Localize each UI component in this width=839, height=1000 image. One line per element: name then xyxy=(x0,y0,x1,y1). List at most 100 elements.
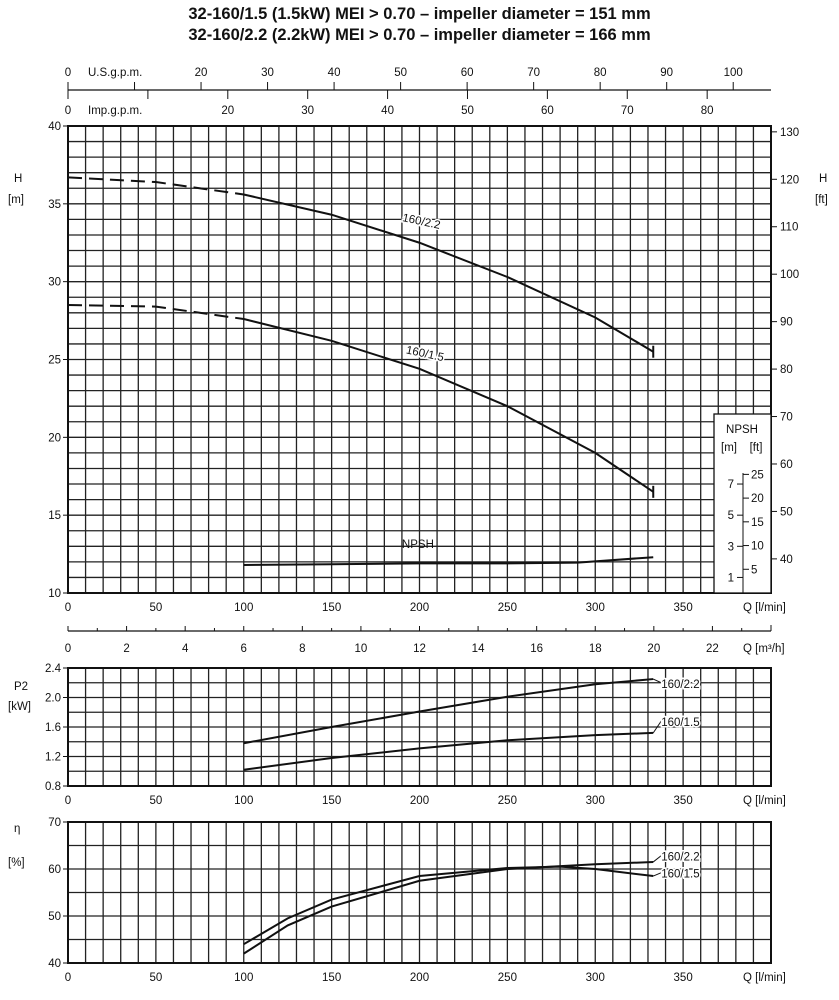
y-axis-unit: [kW] xyxy=(8,701,31,713)
plot-frame xyxy=(67,821,772,964)
y-tick-label: 20 xyxy=(48,432,61,444)
x-axis-label: Q [l/min] xyxy=(743,795,786,807)
x-tick-label: 350 xyxy=(674,972,693,984)
y2-tick-label: 130 xyxy=(780,127,799,139)
y-tick-label: 40 xyxy=(48,121,61,133)
y-tick-label: 60 xyxy=(48,864,61,876)
x-tick-label: 100 xyxy=(234,795,253,807)
m3h-tick-label: 18 xyxy=(589,643,602,655)
y-axis-label: H xyxy=(14,173,22,185)
imp-gpm-label: Imp.g.p.m. xyxy=(88,105,142,117)
x-tick-label: 250 xyxy=(498,602,517,614)
npsh-ft-tick-label: 10 xyxy=(751,541,764,553)
y2-tick-label: 50 xyxy=(780,506,793,518)
series-label-leader xyxy=(652,855,662,863)
chart-titles: 32-160/1.5 (1.5kW) MEI > 0.70 – impeller… xyxy=(0,4,839,46)
y-axis-label: η xyxy=(14,823,20,835)
y-tick-label: 2.4 xyxy=(45,663,62,675)
x-tick-label: 350 xyxy=(674,602,693,614)
curve-160-1-5 xyxy=(243,865,654,946)
m3h-tick-label: 8 xyxy=(299,643,305,655)
npsh-m-tick-label: 5 xyxy=(728,510,734,522)
npsh-ft-tick-label: 25 xyxy=(751,469,764,481)
us-gpm-tick-label: 100 xyxy=(724,67,743,79)
curve-160-1-5-dashed xyxy=(67,304,244,321)
npsh-m-tick-label: 1 xyxy=(728,572,734,584)
y-tick-label: 15 xyxy=(48,510,61,522)
y2-tick-label: 80 xyxy=(780,364,793,376)
series-label: 160/1.5 xyxy=(661,869,699,881)
m3h-tick-label: 14 xyxy=(472,643,485,655)
npsh-ft-tick-label: 5 xyxy=(751,564,757,576)
us-gpm-tick-label: 50 xyxy=(394,67,407,79)
x-tick-label: 250 xyxy=(498,972,517,984)
series-label: 160/2.2 xyxy=(661,852,699,864)
y2-tick-label: 40 xyxy=(780,554,793,566)
series-label-leader xyxy=(653,872,662,877)
npsh-m-tick-label: 7 xyxy=(728,479,734,491)
x-axis-label: Q [l/min] xyxy=(743,972,786,984)
x-tick-label: 150 xyxy=(322,602,341,614)
imp-gpm-tick-label: 0 xyxy=(65,105,71,117)
npsh-inset-unit-m: [m] xyxy=(721,442,737,454)
y2-tick-label: 90 xyxy=(780,317,793,329)
x-tick-label: 100 xyxy=(234,602,253,614)
x-tick-label: 200 xyxy=(410,602,429,614)
x-tick-label: 50 xyxy=(149,795,162,807)
y-tick-label: 30 xyxy=(48,277,61,289)
us-gpm-tick-label: 90 xyxy=(660,67,673,79)
m3h-axis-label: Q [m³/h] xyxy=(743,643,785,655)
y-tick-label: 50 xyxy=(48,911,61,923)
series-label: 160/2.2 xyxy=(401,212,441,232)
x-axis-label: Q [l/min] xyxy=(743,602,786,614)
us-gpm-label: U.S.g.p.m. xyxy=(88,67,142,79)
curve-160-1-5 xyxy=(243,318,654,493)
npsh-inset-unit-ft: [ft] xyxy=(750,442,763,454)
y2-tick-label: 120 xyxy=(780,174,799,186)
y-axis-unit: [m] xyxy=(8,194,24,206)
x-tick-label: 150 xyxy=(322,972,341,984)
us-gpm-tick-label: 80 xyxy=(594,67,607,79)
us-gpm-tick-label: 40 xyxy=(328,67,341,79)
m3h-tick-label: 0 xyxy=(65,643,71,655)
title-line-2: 32-160/2.2 (2.2kW) MEI > 0.70 – impeller… xyxy=(188,26,651,44)
m3h-tick-label: 10 xyxy=(355,643,368,655)
series-label: 160/2.2 xyxy=(661,679,699,691)
us-gpm-tick-label: 60 xyxy=(461,67,474,79)
y2-tick-label: 110 xyxy=(780,222,798,234)
x-tick-label: 100 xyxy=(234,972,253,984)
y-tick-label: 2.0 xyxy=(45,693,61,705)
series-label: NPSH xyxy=(402,539,434,551)
imp-gpm-tick-label: 60 xyxy=(541,105,554,117)
x-tick-label: 50 xyxy=(149,602,162,614)
curve-160-2-2 xyxy=(243,678,654,745)
x-tick-label: 150 xyxy=(322,795,341,807)
y-tick-label: 35 xyxy=(48,199,61,211)
x-tick-label: 200 xyxy=(410,972,429,984)
us-gpm-tick-label: 70 xyxy=(527,67,540,79)
x-tick-label: 250 xyxy=(498,795,517,807)
x-tick-label: 0 xyxy=(65,795,71,807)
y-axis-unit: [%] xyxy=(8,857,25,869)
npsh-m-tick-label: 3 xyxy=(728,541,734,553)
y2-tick-label: 60 xyxy=(780,459,793,471)
imp-gpm-tick-label: 50 xyxy=(461,105,474,117)
us-gpm-tick-label: 30 xyxy=(261,67,274,79)
y-tick-label: 70 xyxy=(48,817,61,829)
y-tick-label: 0.8 xyxy=(45,781,61,793)
npsh-inset-title: NPSH xyxy=(726,424,758,436)
y2-axis-unit: [ft] xyxy=(815,194,828,206)
series-label-leader xyxy=(652,720,662,734)
imp-gpm-tick-label: 20 xyxy=(221,105,234,117)
m3h-tick-label: 22 xyxy=(706,643,719,655)
imp-gpm-tick-label: 30 xyxy=(301,105,314,117)
imp-gpm-tick-label: 80 xyxy=(701,105,714,117)
y-tick-label: 1.6 xyxy=(45,722,61,734)
title-line-1: 32-160/1.5 (1.5kW) MEI > 0.70 – impeller… xyxy=(188,5,651,23)
us-gpm-tick-label: 20 xyxy=(195,67,208,79)
m3h-tick-label: 6 xyxy=(241,643,247,655)
x-tick-label: 300 xyxy=(586,602,605,614)
x-tick-label: 0 xyxy=(65,602,71,614)
y2-tick-label: 70 xyxy=(780,412,793,424)
